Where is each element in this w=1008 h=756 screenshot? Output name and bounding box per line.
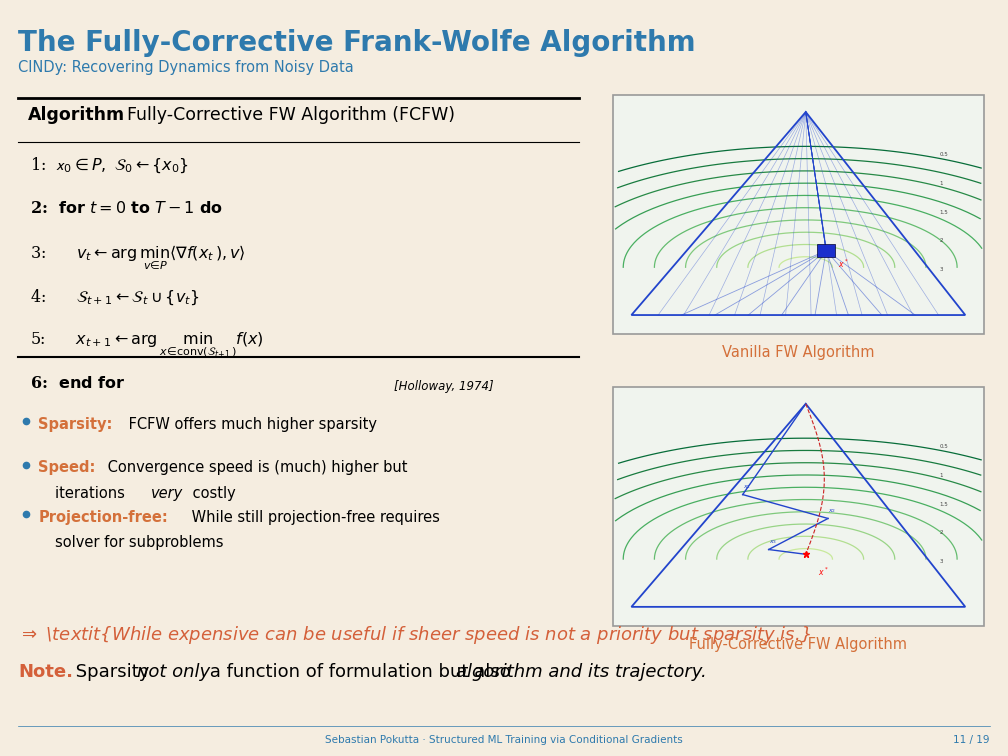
- Text: The Fully-Corrective Frank-Wolfe Algorithm: The Fully-Corrective Frank-Wolfe Algorit…: [18, 29, 696, 57]
- Text: $\Rightarrow$ \textit{While expensive can be useful if sheer speed is not a prio: $\Rightarrow$ \textit{While expensive ca…: [18, 624, 811, 646]
- Text: 1:  $\mathcal{x}_0 \in P,\ \mathcal{S}_0 \leftarrow \{x_0\}$: 1: $\mathcal{x}_0 \in P,\ \mathcal{S}_0 …: [30, 156, 190, 175]
- Text: $x_2$: $x_2$: [828, 507, 837, 516]
- Text: 1: 1: [939, 181, 942, 186]
- Text: 11 / 19: 11 / 19: [954, 735, 990, 745]
- Text: Sparsity: Sparsity: [70, 663, 154, 681]
- Text: Vanilla FW Algorithm: Vanilla FW Algorithm: [722, 345, 875, 361]
- Text: 0.5: 0.5: [939, 153, 949, 157]
- Text: algorithm and its trajectory.: algorithm and its trajectory.: [456, 663, 707, 681]
- Text: [Holloway, 1974]: [Holloway, 1974]: [394, 380, 494, 393]
- Text: While still projection-free requires: While still projection-free requires: [187, 510, 440, 525]
- Text: $x_3$: $x_3$: [769, 538, 777, 547]
- Text: Fully-Corrective FW Algorithm (FCFW): Fully-Corrective FW Algorithm (FCFW): [127, 106, 455, 124]
- Text: very: very: [151, 486, 183, 501]
- Bar: [613, 387, 984, 626]
- Text: $x_1$: $x_1$: [743, 484, 751, 491]
- Bar: [613, 95, 984, 334]
- Text: 3:      $v_t \leftarrow \arg\min_{v \in P} \langle \nabla f(x_t), v \rangle$: 3: $v_t \leftarrow \arg\min_{v \in P} \l…: [30, 243, 246, 271]
- Text: iterations: iterations: [55, 486, 130, 501]
- Text: $x^*$: $x^*$: [839, 258, 849, 271]
- Text: 1: 1: [939, 473, 942, 478]
- FancyBboxPatch shape: [613, 387, 984, 626]
- Text: Sparsity:: Sparsity:: [38, 417, 113, 432]
- Text: 3: 3: [939, 267, 942, 272]
- Text: Algorithm: Algorithm: [28, 106, 125, 124]
- Text: costly: costly: [188, 486, 236, 501]
- Text: Convergence speed is (much) higher but: Convergence speed is (much) higher but: [103, 460, 407, 476]
- Text: Fully-Corrective FW Algorithm: Fully-Corrective FW Algorithm: [689, 637, 907, 652]
- Text: solver for subproblems: solver for subproblems: [55, 535, 224, 550]
- Text: 2: 2: [939, 238, 942, 243]
- Text: 4:      $\mathcal{S}_{t+1} \leftarrow \mathcal{S}_t \cup \{v_t\}$: 4: $\mathcal{S}_{t+1} \leftarrow \mathca…: [30, 287, 200, 307]
- Text: 2:  $\mathbf{for}\ t = 0\ \mathbf{to}\ T-1\ \mathbf{do}$: 2: $\mathbf{for}\ t = 0\ \mathbf{to}\ T-…: [30, 200, 223, 216]
- Text: not only: not only: [137, 663, 211, 681]
- Text: Note.: Note.: [18, 663, 74, 681]
- Text: Projection-free:: Projection-free:: [38, 510, 168, 525]
- Text: Speed:: Speed:: [38, 460, 96, 476]
- Text: CINDy: Recovering Dynamics from Noisy Data: CINDy: Recovering Dynamics from Noisy Da…: [18, 60, 354, 76]
- Text: Sebastian Pokutta · Structured ML Training via Conditional Gradients: Sebastian Pokutta · Structured ML Traini…: [326, 735, 682, 745]
- Text: 1.5: 1.5: [939, 210, 949, 215]
- Text: 1.5: 1.5: [939, 502, 949, 507]
- Text: 2: 2: [939, 530, 942, 535]
- Text: 3: 3: [939, 559, 942, 564]
- Bar: [817, 243, 836, 257]
- Text: a function of formulation but also: a function of formulation but also: [204, 663, 516, 681]
- Text: 6:  $\mathbf{end\ for}$: 6: $\mathbf{end\ for}$: [30, 375, 125, 392]
- Text: 5:      $x_{t+1} \leftarrow \arg\min_{x \in \mathrm{conv}(\mathcal{S}_{t+1})} f(: 5: $x_{t+1} \leftarrow \arg\min_{x \in \…: [30, 331, 264, 360]
- FancyBboxPatch shape: [613, 95, 984, 334]
- Text: FCFW offers much higher sparsity: FCFW offers much higher sparsity: [124, 417, 377, 432]
- Text: 0.5: 0.5: [939, 445, 949, 449]
- Text: $x^*$: $x^*$: [817, 565, 829, 578]
